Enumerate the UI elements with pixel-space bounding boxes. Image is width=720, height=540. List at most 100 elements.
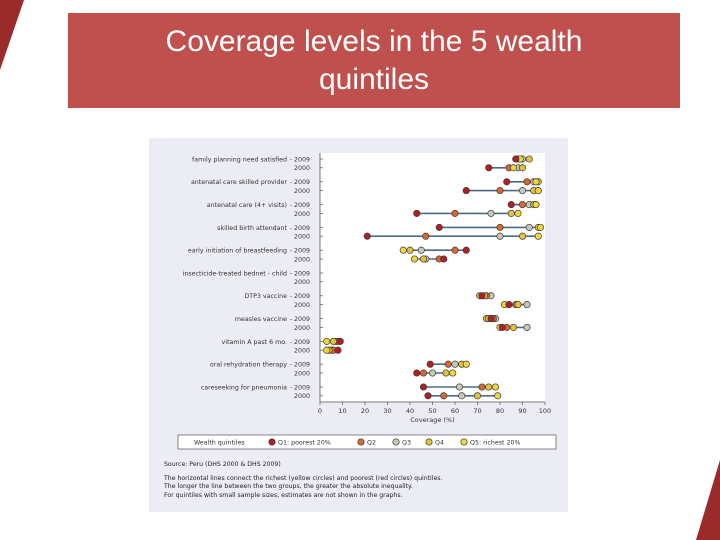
quintile-point-q5 <box>536 223 545 231</box>
x-tick-label: 100 <box>539 407 551 415</box>
indicator-label: measles vaccine <box>235 316 287 323</box>
quintile-point-q4 <box>509 323 518 331</box>
indicator-label: vitamin A past 6 mo. <box>222 339 287 346</box>
quintile-point-q2 <box>444 360 452 368</box>
year-label: 2009 <box>294 270 310 277</box>
indicator-label: DTP3 vaccine <box>244 293 287 300</box>
quintile-point-q2 <box>440 392 448 400</box>
quintile-point-q4 <box>329 337 338 345</box>
quintile-point-q5 <box>410 255 419 263</box>
quintile-point-q3 <box>451 360 459 368</box>
year-label: 2000 <box>294 393 310 400</box>
quintile-point-q3 <box>518 187 527 195</box>
quintile-point-q2 <box>496 223 504 231</box>
caption-note-2: The longer the line between the two grou… <box>164 483 413 491</box>
quintile-point-q5 <box>532 201 540 209</box>
quintile-point-q1 <box>413 369 421 377</box>
x-tick-label: 20 <box>361 407 369 415</box>
indicator-label: careseeking for pneumonia <box>201 384 287 391</box>
quintile-point-q1 <box>478 292 486 300</box>
quintile-point-q1 <box>485 164 493 172</box>
quintile-point-q1 <box>413 209 421 217</box>
quintile-point-q3 <box>523 323 531 331</box>
quintile-point-q3 <box>417 246 425 254</box>
quintile-point-q4 <box>442 369 450 377</box>
quintile-point-q5 <box>532 178 540 186</box>
quintile-point-q4 <box>518 164 527 172</box>
indicator-label: insecticide-treated bednet - child <box>183 270 287 277</box>
corner-decoration-bottom-right <box>696 460 720 540</box>
quintile-point-q1 <box>462 187 470 195</box>
legend-marker-q2 <box>357 438 365 446</box>
quintile-point-q4 <box>485 383 493 391</box>
x-tick-label: 70 <box>473 407 481 415</box>
label-separator: - <box>290 339 292 346</box>
year-label: 2000 <box>294 279 310 286</box>
quintile-point-q1 <box>503 178 511 186</box>
quintile-point-q4 <box>514 301 522 309</box>
quintile-point-q3 <box>455 383 464 391</box>
year-label: 2009 <box>294 339 310 346</box>
quintile-point-q4 <box>473 392 482 400</box>
quintile-point-q1 <box>487 315 495 323</box>
year-label: 2000 <box>294 188 310 195</box>
year-label: 2009 <box>294 293 310 300</box>
legend-title: Wealth quintiles <box>194 440 245 447</box>
quintile-point-q4 <box>419 255 428 263</box>
legend-label-q5: Q5: richest 20% <box>470 440 521 447</box>
legend-label-q3: Q3 <box>402 440 411 447</box>
title-banner: Coverage levels in the 5 wealth quintile… <box>68 13 680 108</box>
legend-label-q2: Q2 <box>367 440 376 447</box>
year-label: 2000 <box>294 165 310 172</box>
quintile-point-q3 <box>496 232 504 240</box>
year-label: 2000 <box>294 234 310 241</box>
quintile-point-q2 <box>451 246 459 254</box>
quintile-point-q5 <box>323 337 331 345</box>
indicator-label: antenatal care (4+ visits) <box>207 202 287 209</box>
quintile-point-q2 <box>478 383 486 391</box>
quintile-point-q5 <box>491 383 500 391</box>
x-tick-label: 30 <box>383 407 391 415</box>
quintile-point-q1 <box>426 360 434 368</box>
indicator-label: oral rehydration therapy <box>210 362 287 369</box>
legend-marker-q4 <box>425 438 433 446</box>
quintile-point-q5 <box>323 346 331 354</box>
slide-title: Coverage levels in the 5 wealth quintile… <box>165 24 583 96</box>
quintile-point-q5 <box>514 209 522 217</box>
x-tick-label: 40 <box>406 407 414 415</box>
quintile-point-q4 <box>507 209 515 217</box>
label-separator: - <box>290 293 292 300</box>
label-separator: - <box>290 384 292 391</box>
year-label: 2009 <box>294 202 310 209</box>
indicator-label: skilled birth attendant <box>217 225 287 232</box>
quintile-point-q3 <box>525 223 533 231</box>
quintile-point-q3 <box>487 209 495 217</box>
quintile-point-q1 <box>505 301 513 309</box>
quintile-point-q2 <box>518 201 527 209</box>
label-separator: - <box>290 362 292 369</box>
x-tick-label: 60 <box>451 407 459 415</box>
label-separator: - <box>290 270 292 277</box>
quintile-point-q3 <box>458 392 466 400</box>
year-label: 2000 <box>294 211 310 218</box>
chart-caption: Source: Peru (DHS 2000 & DHS 2009) The h… <box>164 461 564 500</box>
year-label: 2009 <box>294 248 310 255</box>
corner-decoration-top-left <box>0 0 24 70</box>
year-label: 2009 <box>294 316 310 323</box>
year-label: 2009 <box>294 179 310 186</box>
x-tick-label: 80 <box>496 407 504 415</box>
quintile-point-q1 <box>419 383 428 391</box>
quintile-point-q1 <box>424 392 432 400</box>
quintile-point-q2 <box>496 187 504 195</box>
year-label: 2000 <box>294 256 310 263</box>
year-label: 2009 <box>294 225 310 232</box>
x-axis-title: Coverage (%) <box>410 416 454 424</box>
quintile-point-q1 <box>507 201 515 209</box>
year-label: 2009 <box>294 156 310 163</box>
caption-source: Source: Peru (DHS 2000 & DHS 2009) <box>164 461 281 468</box>
quintile-point-q3 <box>523 301 531 309</box>
label-separator: - <box>290 248 292 255</box>
quintile-point-q2 <box>523 178 531 186</box>
plot-area <box>320 153 545 402</box>
year-label: 2000 <box>294 370 310 377</box>
